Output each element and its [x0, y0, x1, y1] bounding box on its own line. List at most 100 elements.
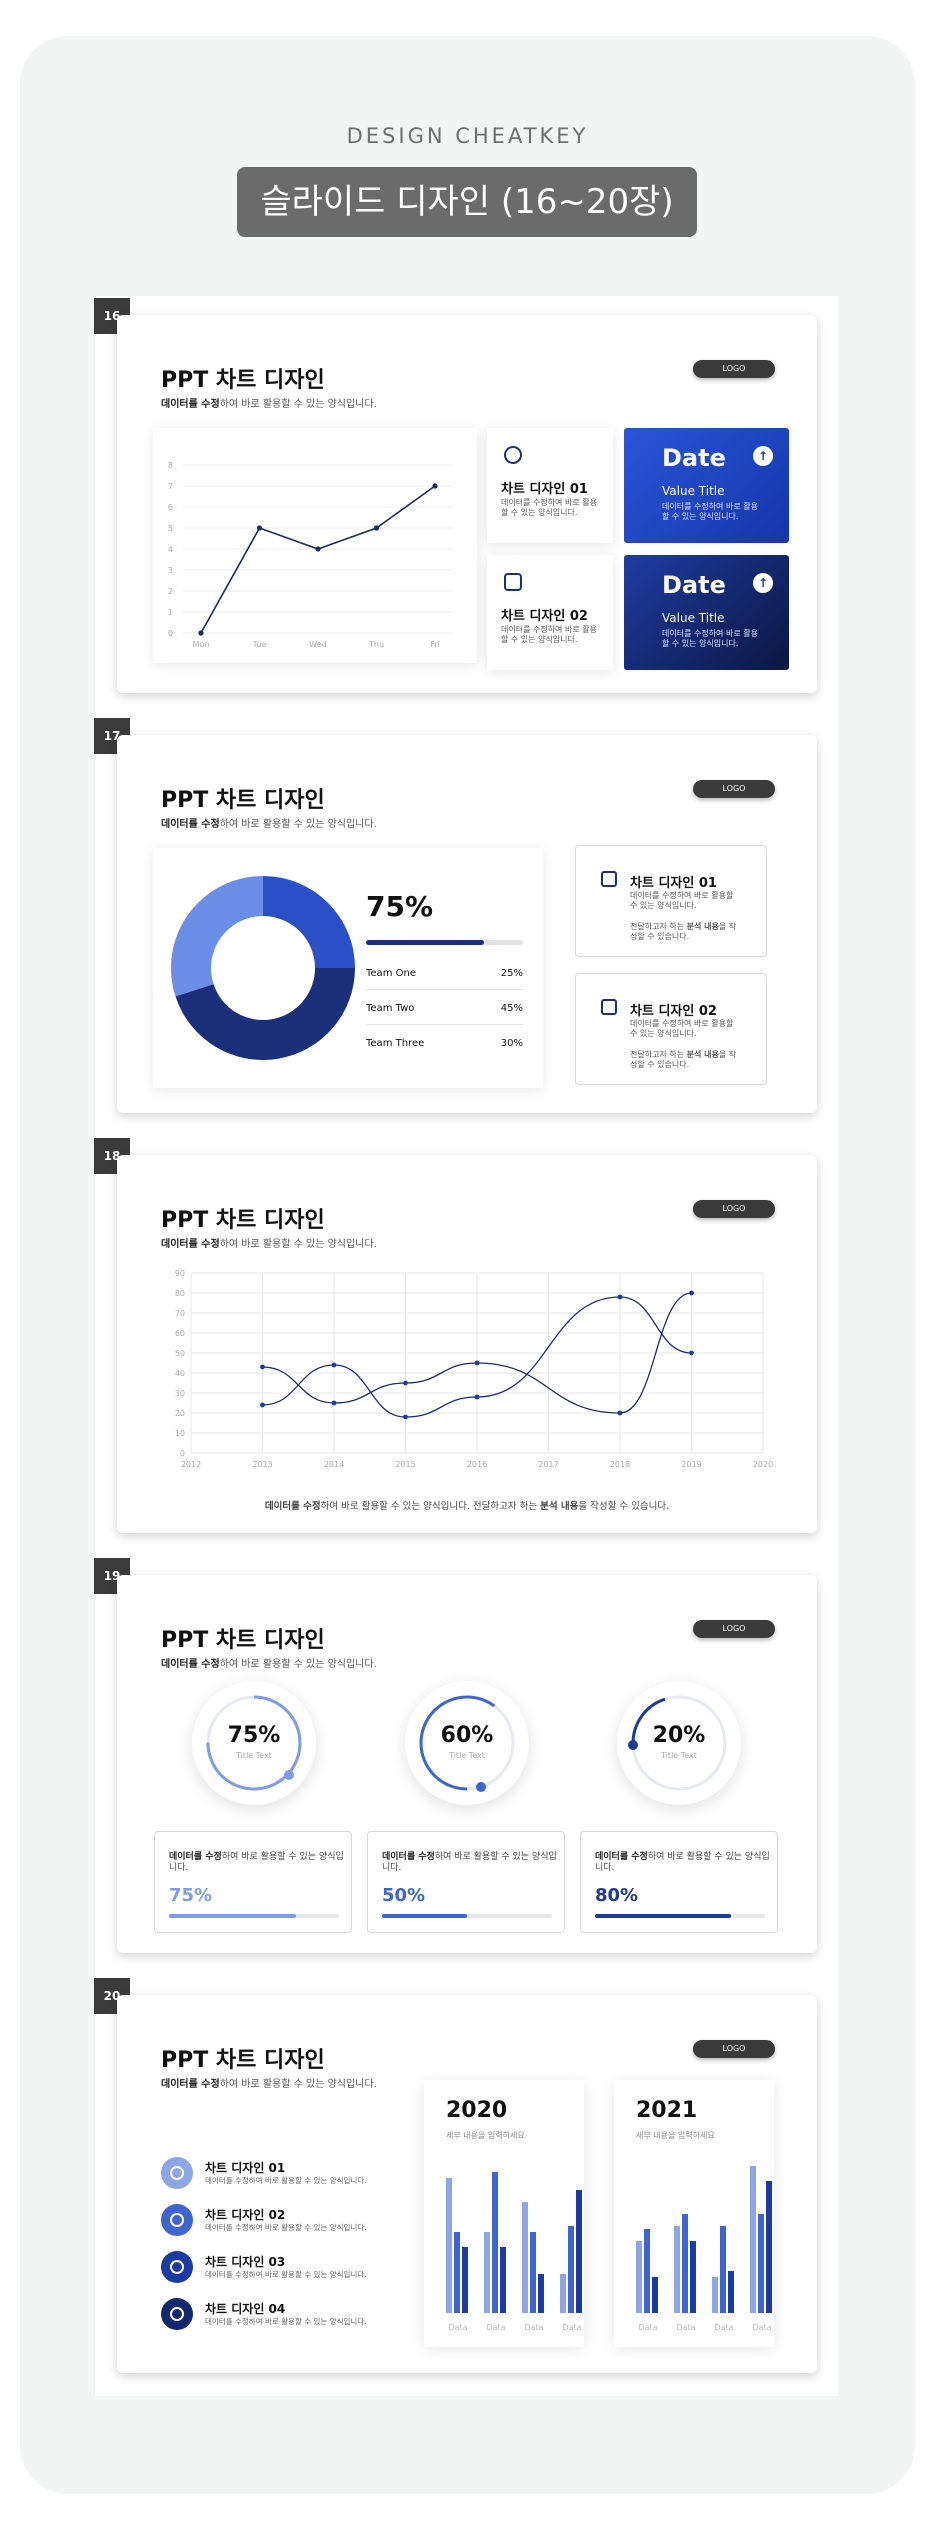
stat-value: 75%: [169, 1885, 213, 1906]
stat-box-2[interactable]: 데이터를 수정하여 바로 활용할 수 있는 양식입니다. 50%: [367, 1831, 565, 1933]
date-card-1[interactable]: Date ↑ Value Title 데이터를 수정하여 바로 활용할 수 있는…: [624, 428, 789, 543]
stat-value: 80%: [595, 1885, 639, 1906]
year-title: 2020: [446, 2098, 508, 2123]
y-tick-label: 2: [168, 587, 173, 596]
stat-fill: [382, 1914, 467, 1918]
slide-20[interactable]: PPT 차트 디자인 데이터를 수정하여 바로 활용할 수 있는 양식입니다. …: [117, 1995, 817, 2373]
percent-track: [366, 940, 523, 945]
bar: [462, 2247, 468, 2313]
logo-pill: LOGO: [693, 1620, 775, 1638]
slide-17[interactable]: PPT 차트 디자인 데이터를 수정하여 바로 활용할 수 있는 양식입니다. …: [117, 735, 817, 1113]
data-point: [260, 1364, 265, 1370]
stat-fill: [169, 1914, 296, 1918]
logo-pill: LOGO: [693, 1200, 775, 1218]
x-tick-label: 2014: [324, 1460, 344, 1469]
bar: [446, 2178, 452, 2313]
progress-ring-20: 20% Title Text: [617, 1681, 741, 1805]
stat-track: [169, 1914, 339, 1918]
stat-box-3[interactable]: 데이터를 수정하여 바로 활용할 수 있는 양식입니다. 80%: [580, 1831, 778, 1933]
progress-ring-60: 60% Title Text: [405, 1681, 529, 1805]
item-title: 차트 디자인 02: [205, 2208, 286, 2222]
date-title: Date: [662, 571, 726, 599]
x-tick-label: 2016: [467, 1460, 487, 1469]
box-analysis: 전달하고자 하는 분석 내용을 작성할 수 있습니다.: [630, 922, 737, 941]
y-tick-label: 4: [168, 545, 173, 554]
slide-title: PPT 차트 디자인: [161, 1208, 325, 1233]
donut-slice: [263, 876, 355, 968]
date-desc: 데이터를 수정하여 바로 활용할 수 있는 양식입니다.: [662, 502, 758, 521]
item-title: 차트 디자인 04: [205, 2302, 286, 2316]
info-card-02[interactable]: 차트 디자인 02 데이터를 수정하여 바로 활용할 수 있는 양식입니다.: [487, 555, 613, 670]
slide-description: 데이터를 수정하여 바로 활용할 수 있는 양식입니다.: [161, 399, 377, 410]
slide-16[interactable]: PPT 차트 디자인 데이터를 수정하여 바로 활용할 수 있는 양식입니다. …: [117, 315, 817, 693]
bar: [712, 2277, 718, 2313]
bar: [560, 2274, 566, 2313]
data-point: [617, 1294, 623, 1300]
y-tick-label: 30: [175, 1389, 185, 1398]
y-tick-label: 0: [168, 629, 173, 638]
box-title: 차트 디자인 02: [630, 1004, 717, 1019]
x-tick-label: Wed: [309, 640, 326, 649]
clipboard-icon: [161, 2298, 193, 2330]
info-box-02[interactable]: 차트 디자인 02 데이터를 수정하여 바로 활용할 수 있는 양식입니다. 전…: [575, 973, 767, 1085]
slide-title: PPT 차트 디자인: [161, 368, 325, 393]
item-title: 차트 디자인 03: [205, 2255, 286, 2269]
bar: [728, 2271, 734, 2313]
y-tick-label: 6: [168, 503, 173, 512]
y-tick-label: 50: [175, 1349, 185, 1358]
arrow-up-icon[interactable]: ↑: [753, 446, 773, 466]
y-tick-label: 5: [168, 524, 173, 533]
year-subtitle: 세부 내용을 입력하세요: [636, 2131, 715, 2140]
slide-description: 데이터를 수정하여 바로 활용할 수 있는 양식입니다.: [161, 819, 377, 830]
info-card-01[interactable]: 차트 디자인 01 데이터를 수정하여 바로 활용할 수 있는 양식입니다.: [487, 428, 613, 543]
data-point: [403, 1414, 408, 1420]
donut-slice: [171, 876, 263, 997]
team-row: Team Two 45%: [366, 991, 523, 1025]
y-tick-label: 90: [175, 1269, 185, 1278]
x-tick-label: Data: [448, 2323, 468, 2332]
stat-track: [595, 1914, 765, 1918]
y-tick-label: 7: [168, 482, 173, 491]
bar: [644, 2229, 650, 2313]
line-chart-panel: 0 1 2 3 4 5 6 7 8 Mon Tue Wed Thu Fri: [153, 428, 477, 663]
line-chart-mon-fri: 0 1 2 3 4 5 6 7 8 Mon Tue Wed Thu Fri: [168, 461, 453, 649]
team-icon: [601, 871, 617, 887]
year-card-2021[interactable]: 2021 세부 내용을 입력하세요 Data Data Data Data: [614, 2080, 774, 2347]
bar: [530, 2232, 536, 2313]
logo-pill: LOGO: [693, 2040, 775, 2058]
bar: [538, 2274, 544, 2313]
slide-title: PPT 차트 디자인: [161, 1628, 325, 1653]
slide-title: PPT 차트 디자인: [161, 788, 325, 813]
logo-pill: LOGO: [693, 780, 775, 798]
x-tick-label: 2017: [538, 1460, 558, 1469]
stat-value: 50%: [382, 1885, 426, 1906]
bar: [690, 2241, 696, 2313]
item-desc: 데이터를 수정하여 바로 활용할 수 있는 양식입니다.: [205, 2223, 367, 2232]
stat-box-1[interactable]: 데이터를 수정하여 바로 활용할 수 있는 양식입니다. 75%: [154, 1831, 352, 1933]
ring-label: Title Text: [236, 1751, 272, 1760]
date-title: Date: [662, 444, 726, 472]
y-tick-label: 70: [175, 1309, 185, 1318]
slide-number-badge: 17: [94, 718, 130, 754]
date-card-2[interactable]: Date ↑ Value Title 데이터를 수정하여 바로 활용할 수 있는…: [624, 555, 789, 670]
data-point: [689, 1350, 694, 1356]
card-desc: 데이터를 수정하여 바로 활용할 수 있는 양식입니다.: [501, 625, 597, 644]
slide-19[interactable]: PPT 차트 디자인 데이터를 수정하여 바로 활용할 수 있는 양식입니다. …: [117, 1575, 817, 1953]
bar: [758, 2214, 764, 2313]
stat-track: [382, 1914, 552, 1918]
x-tick-label: 2019: [681, 1460, 701, 1469]
x-tick-label: 2018: [610, 1460, 630, 1469]
team-icon: [504, 573, 522, 591]
donut-percent: 75%: [366, 890, 434, 923]
value-title: Value Title: [662, 484, 725, 498]
bar: [522, 2202, 528, 2313]
year-card-2020[interactable]: 2020 세부 내용을 입력하세요 Data Data Data Data: [424, 2080, 584, 2347]
x-tick-label: Thu: [368, 640, 384, 649]
info-box-01[interactable]: 차트 디자인 01 데이터를 수정하여 바로 활용할 수 있는 양식입니다. 전…: [575, 845, 767, 957]
arrow-up-icon[interactable]: ↑: [753, 573, 773, 593]
data-point: [403, 1380, 408, 1386]
data-point: [617, 1410, 623, 1416]
slide-18[interactable]: PPT 차트 디자인 데이터를 수정하여 바로 활용할 수 있는 양식입니다. …: [117, 1155, 817, 1533]
ring-percent: 20%: [652, 1723, 706, 1748]
item-desc: 데이터를 수정하여 바로 활용할 수 있는 양식입니다.: [205, 2176, 367, 2185]
